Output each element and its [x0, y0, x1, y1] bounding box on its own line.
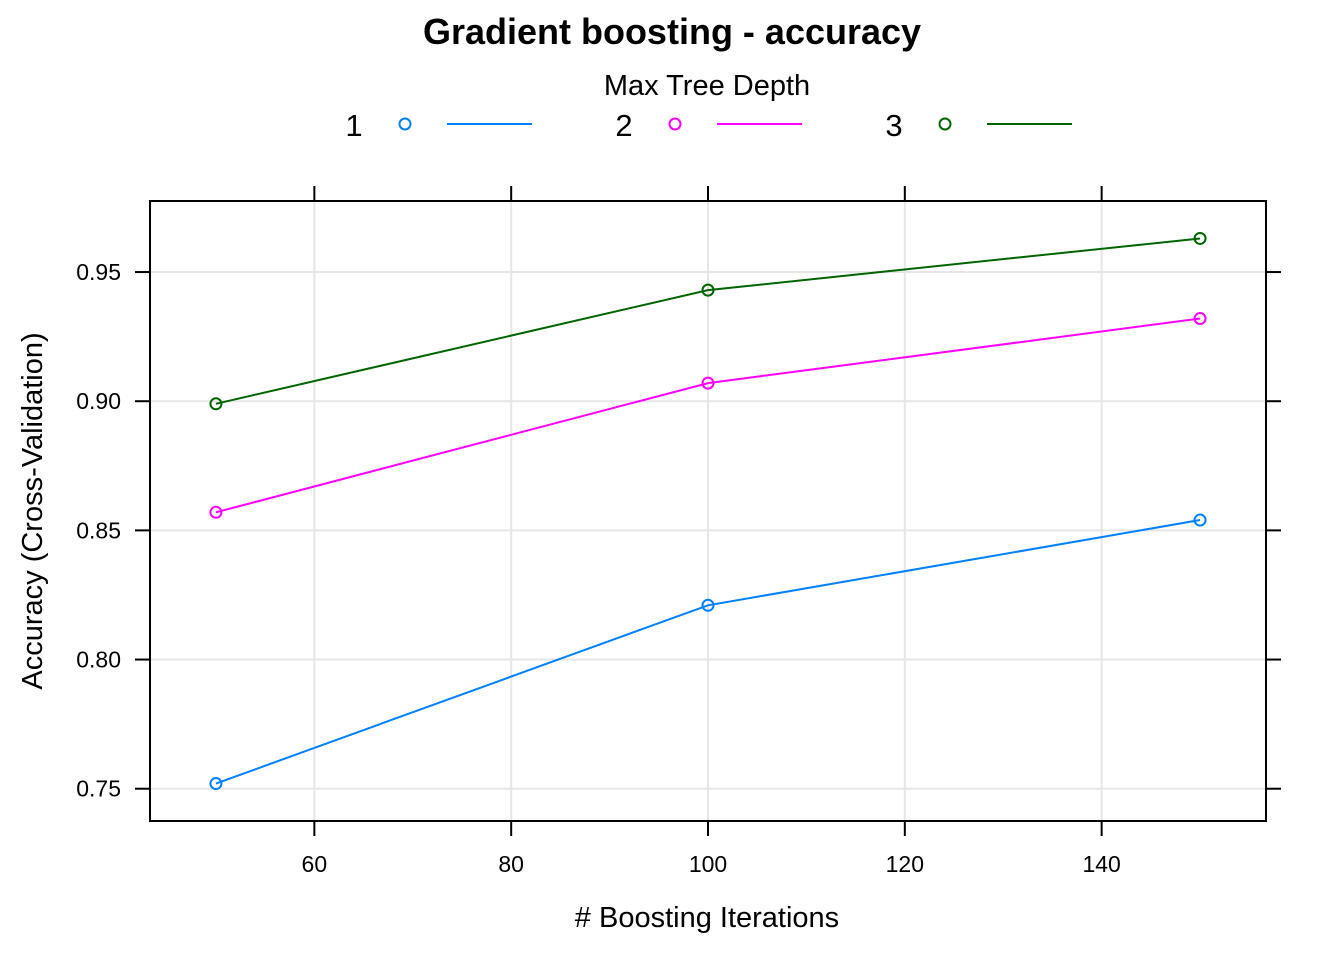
x-tick-label: 100 — [689, 851, 727, 877]
x-tick-label: 120 — [886, 851, 924, 877]
y-tick-label: 0.85 — [76, 517, 121, 543]
data-point-2 — [209, 505, 223, 519]
x-tick-label: 80 — [498, 851, 524, 877]
y-tick-label: 0.75 — [76, 776, 121, 802]
legend-point-3 — [938, 117, 952, 131]
legend: 1 2 3 — [345, 108, 1072, 143]
y-tick-label: 0.80 — [76, 647, 121, 673]
series-line-2 — [215, 317, 1201, 514]
legend-title: Max Tree Depth — [604, 70, 810, 102]
data-point-1 — [1193, 513, 1207, 527]
series-line-1 — [215, 519, 1201, 785]
series-layer — [209, 231, 1207, 791]
legend-label-1: 1 — [345, 108, 362, 143]
y-tick-label: 0.90 — [76, 388, 121, 414]
data-point-1 — [209, 777, 223, 791]
legend-point-2 — [668, 117, 682, 131]
x-axis-label: # Boosting Iterations — [575, 902, 839, 934]
legend-label-3: 3 — [885, 108, 902, 143]
legend-label-2: 2 — [615, 108, 632, 143]
data-point-3 — [1193, 231, 1207, 245]
y-axis-label: Accuracy (Cross-Validation) — [17, 332, 49, 689]
y-tick-label: 0.95 — [76, 259, 121, 285]
data-point-2 — [701, 376, 715, 390]
data-point-3 — [209, 397, 223, 411]
data-point-1 — [701, 598, 715, 612]
series-line-3 — [215, 237, 1201, 405]
chart-title: Gradient boosting - accuracy — [423, 11, 921, 52]
legend-point-1 — [398, 117, 412, 131]
data-point-3 — [701, 283, 715, 297]
axes: 60 80 100 120 140 0.75 0.80 0.85 0.90 0.95 — [76, 186, 1281, 877]
x-tick-label: 60 — [302, 851, 328, 877]
data-point-2 — [1193, 312, 1207, 326]
x-tick-label: 140 — [1082, 851, 1120, 877]
grid — [150, 201, 1266, 821]
